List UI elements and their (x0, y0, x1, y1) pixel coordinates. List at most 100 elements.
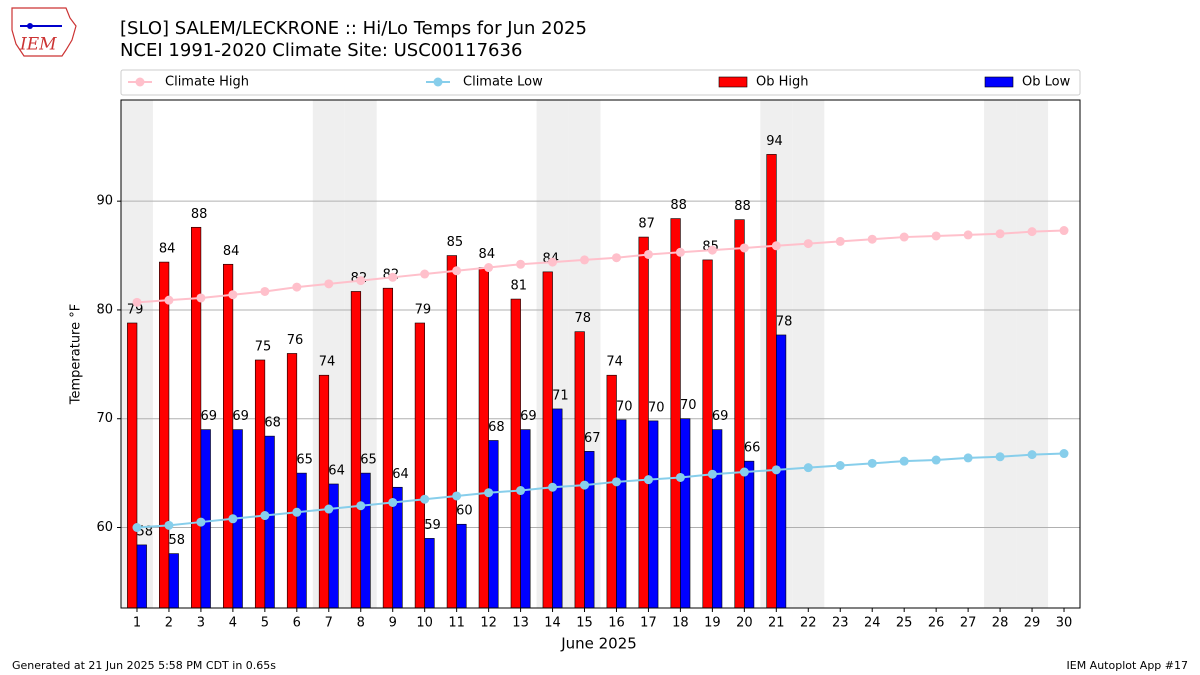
climate-point (580, 480, 590, 490)
bar-value-label: 67 (584, 431, 601, 446)
climate-point (867, 458, 877, 468)
plot-frame (120, 99, 1081, 609)
bar-value-label: 79 (127, 302, 144, 317)
climate-point (867, 234, 877, 244)
x-tick-label: 26 (928, 616, 945, 631)
bar-value-label: 69 (520, 409, 537, 424)
bar-value-label: 58 (168, 533, 185, 548)
bar (222, 263, 234, 609)
x-tick-label: 6 (293, 616, 301, 631)
bar (159, 261, 170, 609)
x-tick-label: 15 (576, 616, 593, 631)
x-tick-label: 28 (992, 616, 1009, 631)
bar-value-label: 59 (424, 518, 441, 533)
bar-value-label: 69 (232, 409, 249, 424)
bar (328, 483, 339, 609)
bar (350, 291, 362, 609)
climate-point (420, 494, 430, 504)
bar (766, 154, 777, 609)
bar (456, 523, 467, 609)
climate-point (548, 482, 558, 492)
bar (638, 236, 649, 609)
x-tick-label: 27 (960, 616, 977, 631)
logo-outline (11, 7, 77, 57)
climate-point (132, 297, 142, 307)
bar (702, 259, 713, 609)
bar (478, 267, 489, 609)
climate-point (771, 241, 781, 251)
x-tick-label: 29 (1024, 616, 1041, 631)
x-tick-label: 4 (229, 616, 237, 631)
y-tick-label: 80 (96, 302, 113, 317)
legend-item: Ob High (718, 75, 809, 90)
climate-point (420, 269, 430, 279)
bar (264, 435, 275, 609)
climate-point (611, 253, 621, 263)
x-tick-label: 20 (736, 616, 753, 631)
x-tick-label: 13 (512, 616, 529, 631)
bar (712, 429, 723, 609)
x-tick-label: 12 (480, 616, 497, 631)
bar (488, 440, 499, 609)
climate-line (136, 452, 1065, 529)
climate-point (899, 456, 909, 466)
climate-point (643, 475, 653, 485)
x-tick-label: 8 (357, 616, 365, 631)
legend-marker (433, 77, 443, 87)
x-tick-label: 10 (416, 616, 433, 631)
logo: IEM (11, 7, 77, 57)
bar-value-label: 78 (776, 314, 793, 329)
bar (574, 331, 585, 609)
legend-label: Ob Low (1022, 75, 1071, 90)
bar-value-label: 78 (574, 311, 591, 326)
climate-point (675, 472, 685, 482)
bar (254, 359, 266, 609)
bar-value-label: 85 (447, 235, 464, 250)
climate-point (611, 477, 621, 487)
climate-point (899, 232, 909, 242)
bar-value-label: 84 (479, 247, 496, 262)
bar-value-label: 88 (670, 198, 687, 213)
climate-point (707, 245, 717, 255)
x-tick-label: 9 (389, 616, 397, 631)
climate-point (580, 255, 590, 265)
logo-dot (27, 23, 33, 29)
legend-label: Climate Low (463, 75, 543, 90)
climate-point (228, 290, 238, 300)
bar (382, 287, 394, 609)
climate-point (324, 279, 334, 289)
bar (584, 451, 595, 609)
legend-marker (135, 77, 145, 87)
climate-point (835, 460, 845, 470)
x-tick-label: 14 (544, 616, 561, 631)
bar-value-label: 64 (328, 463, 345, 478)
x-tick-label: 2 (165, 616, 173, 631)
footer-left: Generated at 21 Jun 2025 5:58 PM CDT in … (12, 659, 276, 672)
x-tick-label: 11 (448, 616, 465, 631)
climate-point (484, 488, 494, 498)
bar-value-label: 70 (680, 398, 697, 413)
climate-point (388, 272, 398, 282)
climate-point (931, 231, 941, 241)
climate-point (164, 295, 174, 305)
climate-point (707, 469, 717, 479)
climate-point (1059, 226, 1069, 236)
bar (318, 374, 330, 609)
climate-point (931, 455, 941, 465)
climate-point (1027, 227, 1037, 237)
bar-value-label: 68 (264, 416, 281, 431)
bar (136, 544, 147, 609)
climate-point (228, 514, 238, 524)
bar (520, 429, 531, 609)
climate-point (771, 465, 781, 475)
bar-value-label: 60 (456, 504, 473, 519)
climate-point (643, 249, 653, 259)
climate-point (324, 504, 334, 514)
bar-value-label: 68 (488, 420, 505, 435)
bar (414, 322, 425, 609)
x-tick-label: 3 (197, 616, 205, 631)
bar-value-label: 65 (296, 453, 313, 468)
climate-point (1059, 449, 1069, 459)
legend-swatch (984, 76, 1014, 88)
